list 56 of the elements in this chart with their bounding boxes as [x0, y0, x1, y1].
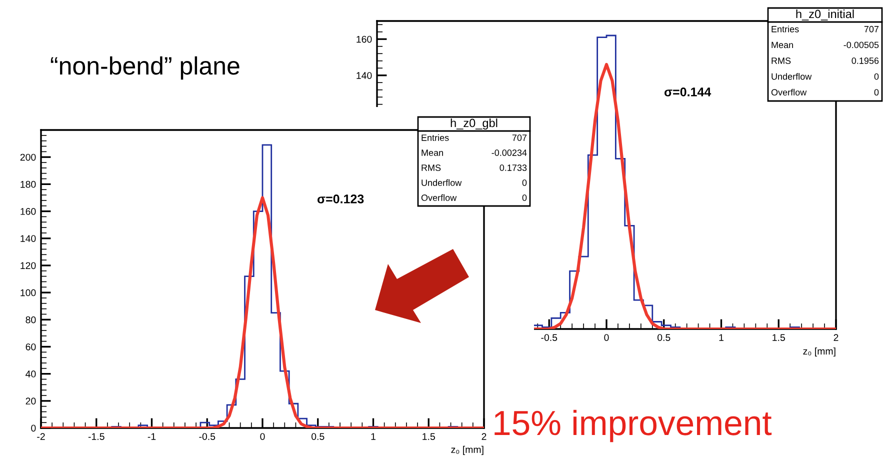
y-tick-label: 180	[20, 180, 36, 188]
x-tick-label: -0.5	[199, 433, 216, 440]
x-tick-label: 0.5	[658, 334, 670, 341]
x-tick-label: 1.5	[772, 334, 785, 341]
x-axis-title: z₀ [mm]	[451, 446, 484, 455]
y-tick-label: 200	[20, 154, 36, 161]
x-tick-label: 0	[604, 334, 609, 341]
x-tick-label: 0.5	[312, 433, 324, 440]
y-tick-label: 60	[26, 343, 36, 350]
x-tick-label: 2	[834, 334, 838, 341]
text: 0	[874, 73, 879, 80]
y-tick-label: 40	[26, 370, 36, 378]
x-tick-label: 0	[260, 433, 265, 440]
text: 15% improvement	[494, 410, 772, 442]
annotation: σ=0.123	[317, 194, 364, 204]
y-tick-label: 140	[356, 72, 372, 79]
text: 0.1956	[852, 58, 879, 64]
annotation: RMS	[422, 164, 441, 171]
annotation: Entries	[422, 134, 449, 141]
annotation: h_z0_gbl	[450, 118, 498, 130]
annotation: 0	[522, 194, 527, 201]
annotation: Overflow	[421, 194, 457, 201]
annotation: 0	[522, 180, 527, 186]
y-tick-label: 100	[20, 289, 36, 296]
annotation: Entries	[772, 26, 799, 32]
y-tick-label: 160	[356, 36, 372, 43]
text: “non-bend” plane	[50, 56, 240, 80]
annotation: σ=0.144	[664, 88, 712, 96]
text: 0	[874, 89, 879, 96]
annotation: 0.1733	[500, 164, 527, 171]
annotation: Underflow	[422, 179, 462, 186]
text: -0.00505	[844, 42, 879, 48]
x-tick-label: 1	[719, 334, 724, 341]
x-tick-label: -1.5	[88, 433, 104, 440]
text: 707	[864, 26, 879, 32]
x-tick-label: 1	[371, 433, 376, 440]
annotation: RMS	[772, 58, 791, 64]
annotation: Underflow	[772, 73, 812, 80]
annotation: -0.00234	[492, 150, 527, 156]
y-tick-label: 80	[26, 316, 36, 324]
x-tick-label: -2	[37, 433, 45, 440]
annotation: Mean	[772, 42, 793, 48]
y-tick-label: 120	[20, 262, 36, 270]
x-axis-title: z₀ [mm]	[803, 347, 836, 357]
annotation: Mean	[422, 150, 443, 156]
x-tick-label: 2	[482, 433, 486, 440]
x-tick-label: -0.5	[541, 334, 558, 341]
y-tick-label: 160	[20, 208, 36, 215]
y-tick-label: 0	[31, 424, 36, 432]
x-tick-label: 1.5	[422, 433, 435, 440]
text: h_z0_initial	[796, 10, 854, 20]
y-tick-label: 140	[20, 235, 36, 242]
y-tick-label: 20	[26, 398, 36, 405]
annotation: 707	[512, 134, 527, 141]
annotation: Overflow	[771, 88, 807, 96]
x-tick-label: -1	[148, 433, 156, 440]
